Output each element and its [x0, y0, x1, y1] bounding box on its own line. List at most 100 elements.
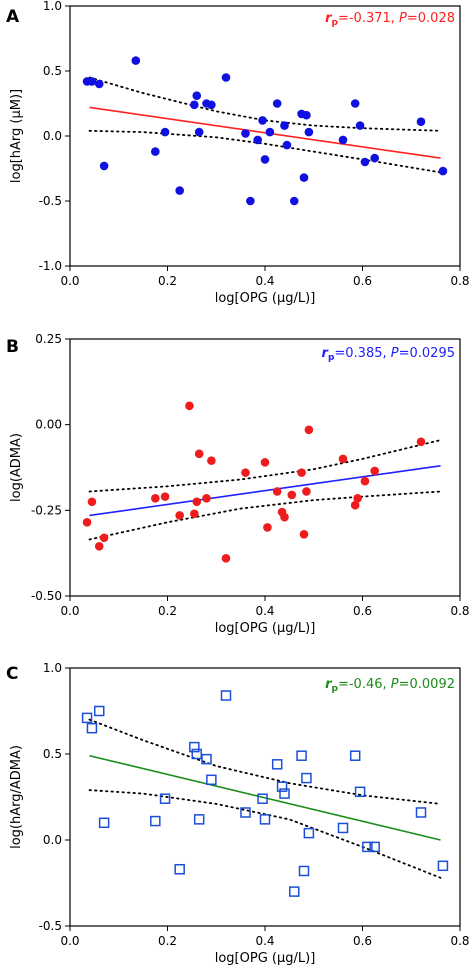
data-point	[349, 750, 361, 761]
data-point	[151, 494, 160, 503]
data-point	[271, 759, 283, 770]
x-tick-label: 0.0	[60, 934, 79, 948]
data-point	[201, 753, 212, 765]
data-point	[94, 79, 104, 89]
stat-r-value: =0.385,	[334, 346, 390, 361]
data-point	[189, 741, 200, 753]
stat-r-value: =-0.371,	[338, 11, 399, 26]
y-tick-label: 0.5	[43, 747, 62, 761]
data-point	[438, 166, 448, 176]
data-point	[87, 497, 97, 507]
data-point	[259, 814, 271, 825]
data-point	[193, 814, 205, 825]
y-tick-label: 0.00	[35, 418, 62, 432]
data-point	[240, 807, 251, 818]
data-point	[202, 494, 211, 503]
data-point	[206, 774, 217, 786]
regression-line	[89, 754, 441, 841]
data-point	[190, 509, 199, 519]
data-point	[86, 722, 98, 734]
chart-panel-a: 0.0 0.2 0.4 0.6 0.8 -1.0 -0.5 0.0 0.5 1.0 log[OPG …	[6, 0, 470, 306]
y-tick-label: -0.25	[31, 503, 62, 517]
data-point	[350, 99, 360, 108]
data-point	[287, 490, 297, 500]
data-point	[302, 110, 311, 120]
x-tick-label: 0.6	[353, 934, 372, 948]
data-point	[298, 865, 310, 877]
stat-p-value: =0.0092	[399, 677, 455, 692]
data-point	[246, 196, 255, 206]
stat-p-symbol: P	[391, 677, 399, 692]
data-point	[416, 437, 426, 447]
plot-frame	[69, 667, 461, 927]
stat-r-subscript: p	[332, 684, 339, 694]
data-point	[282, 140, 292, 150]
data-point	[296, 750, 307, 761]
x-tick-label: 0.6	[353, 274, 372, 288]
data-point	[174, 863, 185, 875]
stat-r-symbol: r	[325, 11, 333, 26]
y-tick-label: 0.5	[43, 64, 62, 78]
confidence-band-lower	[88, 789, 442, 879]
data-point	[353, 494, 362, 503]
data-point	[370, 466, 379, 476]
data-point	[253, 135, 262, 145]
data-point	[355, 121, 365, 130]
stats-annotation: rp=-0.46, P=0.0092	[325, 677, 455, 694]
x-tick-label: 0.2	[158, 604, 177, 618]
x-tick-label: 0.6	[353, 604, 372, 618]
panel-label: A	[6, 7, 20, 27]
stat-p-symbol: P	[391, 346, 399, 361]
panel-label: C	[6, 664, 18, 684]
data-point	[192, 497, 202, 507]
data-point	[260, 458, 270, 467]
data-point	[175, 511, 184, 520]
y-tick-label: 0.0	[43, 833, 62, 847]
stats-annotation: rp=0.385, P=0.0295	[322, 346, 455, 363]
data-point	[221, 554, 231, 563]
stat-r-symbol: r	[325, 677, 333, 692]
data-point	[299, 530, 309, 539]
y-tick-label: -1.0	[39, 259, 62, 273]
data-point	[362, 841, 373, 853]
data-point	[87, 77, 97, 86]
data-point	[370, 153, 379, 163]
plot-frame	[69, 5, 461, 267]
chart-panel-b: 0.0 0.2 0.4 0.6 0.8 -0.50 -0.25 0.00 0.25 log[OPG…	[6, 332, 470, 636]
data-point	[265, 127, 275, 137]
data-point	[369, 841, 380, 853]
x-tick-label: 0.0	[60, 604, 79, 618]
y-axis-label: log(hArg/ADMA)	[9, 745, 24, 849]
x-tick-label: 0.8	[450, 934, 469, 948]
y-axis-label: log[hArg (µM)]	[9, 89, 24, 183]
data-point	[94, 542, 104, 551]
data-point	[279, 788, 290, 799]
x-axis-label: log[OPG (µg/L)]	[215, 291, 316, 306]
data-point	[263, 523, 272, 532]
data-point	[160, 127, 170, 137]
confidence-band-lower	[88, 490, 442, 541]
x-axis-label: log[OPG (µg/L)]	[215, 951, 316, 966]
data-point	[304, 425, 314, 435]
data-point	[280, 512, 289, 522]
data-point	[220, 690, 232, 701]
x-tick-label: 0.0	[60, 274, 79, 288]
data-point	[99, 533, 109, 543]
x-tick-label: 0.2	[158, 274, 177, 288]
data-point	[299, 173, 309, 182]
data-point	[350, 500, 360, 510]
data-point	[360, 157, 370, 167]
data-point	[416, 117, 426, 126]
stat-r-value: =-0.46,	[338, 677, 391, 692]
data-point	[289, 886, 300, 897]
y-tick-label: 0.0	[43, 129, 62, 143]
confidence-band-lower	[88, 129, 442, 174]
data-point	[241, 468, 250, 477]
stat-r-subscript: p	[332, 18, 339, 28]
data-point	[82, 518, 92, 527]
data-point	[131, 56, 141, 65]
y-axis-label: log(ADMA)	[9, 433, 24, 502]
stat-r-symbol: r	[322, 346, 330, 361]
y-tick-label: -0.5	[39, 194, 62, 208]
